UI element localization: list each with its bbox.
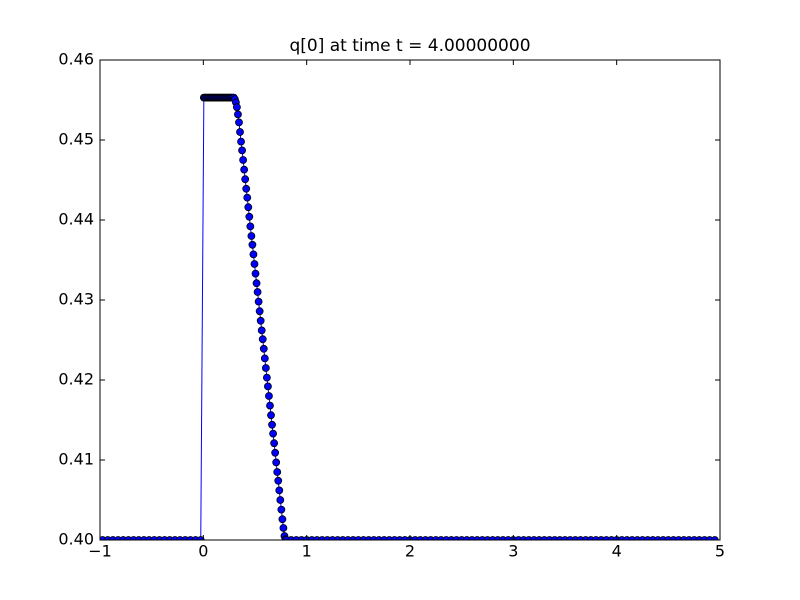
data-point	[257, 326, 266, 335]
x-tick-label: 2	[405, 542, 415, 561]
data-point	[249, 250, 258, 259]
data-point	[253, 288, 262, 296]
data-point	[260, 354, 269, 363]
y-tick-label: 0.42	[58, 370, 94, 389]
data-point	[233, 103, 241, 112]
data-point	[274, 476, 283, 485]
x-tick-label: 1	[302, 542, 312, 561]
data-point	[239, 156, 248, 164]
data-point	[244, 203, 253, 212]
data-point	[710, 536, 719, 540]
data-point	[259, 344, 268, 353]
data-point	[247, 232, 256, 240]
data-point	[266, 401, 274, 410]
y-tick-label: 0.43	[58, 290, 94, 309]
data-point	[255, 307, 264, 316]
data-point	[196, 536, 205, 540]
data-point	[243, 193, 252, 202]
y-tick-label: 0.44	[58, 210, 94, 229]
data-point	[275, 486, 284, 495]
chart-title: q[0] at time t = 4.00000000	[289, 36, 530, 56]
y-tick-label: 0.46	[58, 50, 94, 69]
data-point	[237, 137, 245, 146]
y-tick-label: 0.41	[58, 450, 94, 469]
data-point	[272, 458, 281, 467]
data-point	[273, 468, 282, 476]
x-tick-label: 3	[508, 542, 518, 561]
data-point	[256, 316, 265, 325]
data-point	[246, 222, 255, 231]
x-tick-label: 0	[198, 542, 208, 561]
data-point	[251, 269, 260, 278]
data-point	[270, 439, 279, 448]
data-point	[261, 364, 270, 372]
data-point	[241, 175, 250, 184]
data-point	[240, 165, 249, 174]
data-point	[264, 382, 272, 391]
data-point	[236, 128, 244, 136]
data-point	[278, 515, 287, 524]
x-tick-label: 4	[612, 542, 622, 561]
data-point	[234, 110, 242, 119]
data-point	[277, 505, 286, 514]
data-point	[242, 184, 251, 193]
x-tick-label: −1	[88, 542, 112, 561]
data-point	[268, 420, 276, 429]
plot-area	[100, 93, 719, 540]
data-point	[267, 411, 275, 420]
y-tick-label: 0.45	[58, 130, 94, 149]
data-point	[250, 260, 259, 268]
data-point	[252, 279, 261, 288]
data-point	[271, 448, 280, 457]
y-tick-label: 0.40	[58, 530, 94, 549]
data-point	[245, 212, 254, 221]
data-point	[258, 335, 267, 344]
data-point	[248, 240, 257, 249]
data-point	[265, 392, 273, 400]
data-point	[276, 496, 285, 504]
x-tick-label: 5	[715, 542, 725, 561]
data-point	[279, 524, 288, 532]
data-point	[235, 118, 243, 127]
data-point	[254, 297, 263, 306]
data-point	[269, 429, 277, 438]
data-point	[262, 373, 271, 382]
data-point	[238, 146, 246, 155]
